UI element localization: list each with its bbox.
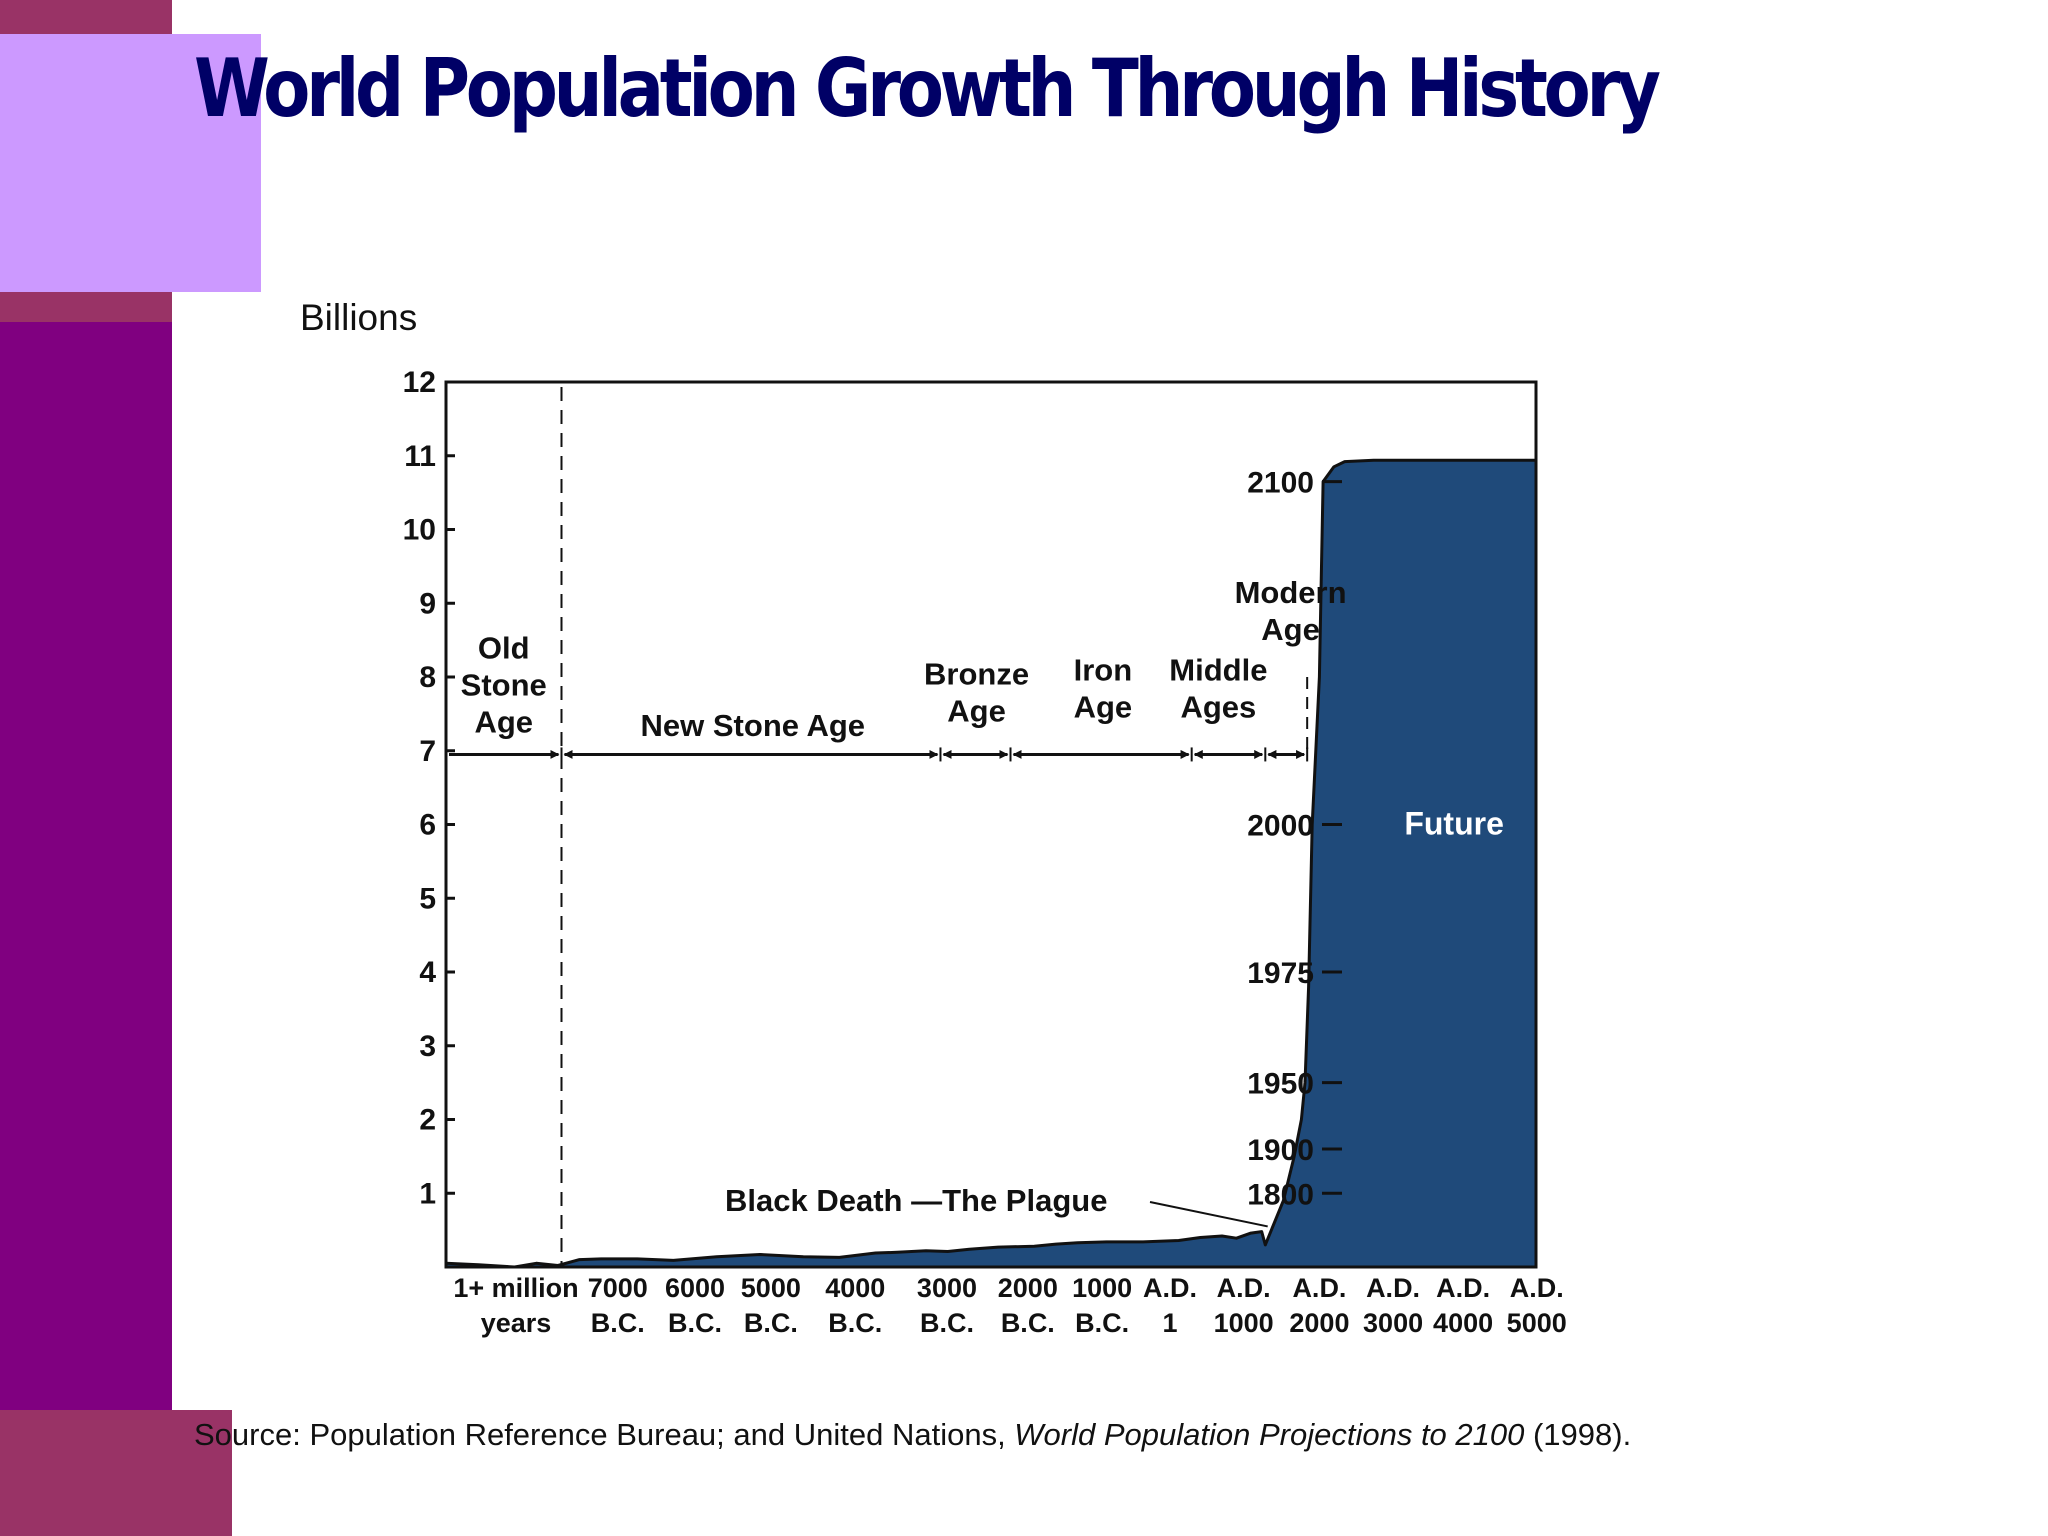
y-tick-label: 4 [419, 956, 436, 989]
black-death-annotation: Black Death —The Plague [725, 1183, 1107, 1218]
y-tick-label: 10 [403, 514, 436, 547]
x-tick-label: years [481, 1308, 552, 1338]
source-note: Source: Population Reference Bureau; and… [194, 1417, 1631, 1453]
x-tick-label: 1+ million [453, 1273, 578, 1303]
x-tick-label: 2000 [1289, 1308, 1349, 1338]
x-tick-label: B.C. [668, 1308, 722, 1338]
y-tick-label: 8 [419, 661, 436, 694]
era-label-modern-age: Age [1261, 612, 1320, 647]
x-tick-label: 4000 [1433, 1308, 1493, 1338]
x-tick-label: 5000 [741, 1273, 801, 1303]
era-label-old-stone-age: Stone [461, 667, 547, 702]
x-tick-label: B.C. [920, 1308, 974, 1338]
x-tick-label: A.D. [1292, 1273, 1346, 1303]
bottom-block-decoration [0, 1410, 232, 1536]
era-label-new-stone-age: New Stone Age [641, 708, 866, 743]
y-tick-label: 11 [404, 440, 436, 473]
future-label: Future [1404, 806, 1504, 842]
year-marker-label: 1975 [1247, 957, 1314, 990]
x-tick-label: 4000 [825, 1273, 885, 1303]
stripe-decoration-top [0, 0, 172, 34]
y-tick-label: 2 [419, 1104, 436, 1137]
era-label-middle-ages: Ages [1180, 690, 1256, 725]
x-tick-label: A.D. [1366, 1273, 1420, 1303]
population-area [444, 458, 1538, 1269]
x-tick-label: A.D. [1217, 1273, 1271, 1303]
year-marker-label: 2000 [1247, 810, 1314, 843]
stripe-decoration-middle [0, 292, 172, 322]
x-tick-label: B.C. [591, 1308, 645, 1338]
source-prefix: Source: Population Reference Bureau; and… [194, 1417, 1015, 1452]
y-axis-label: Billions [300, 297, 417, 338]
y-tick-label: 3 [419, 1030, 436, 1063]
y-tick-label: 1 [419, 1177, 436, 1210]
x-tick-label: 6000 [665, 1273, 725, 1303]
x-tick-label: B.C. [744, 1308, 798, 1338]
x-tick-label: A.D. [1510, 1273, 1564, 1303]
era-label-iron-age: Age [1074, 690, 1133, 725]
y-tick-label: 7 [419, 735, 436, 768]
x-tick-label: 1000 [1214, 1308, 1274, 1338]
x-tick-label: 3000 [1363, 1308, 1423, 1338]
slide-title: World Population Growth Through History [194, 42, 1661, 135]
x-tick-label: A.D. [1436, 1273, 1490, 1303]
x-tick-label: 5000 [1507, 1308, 1567, 1338]
x-tick-label: B.C. [1001, 1308, 1055, 1338]
x-tick-label: B.C. [828, 1308, 882, 1338]
year-marker-label: 1800 [1247, 1178, 1314, 1211]
year-marker-label: 1900 [1247, 1134, 1314, 1167]
y-tick-label: 12 [403, 366, 436, 399]
source-suffix: (1998). [1524, 1417, 1632, 1452]
y-tick-label: 5 [419, 882, 436, 915]
era-label-bronze-age: Bronze [924, 656, 1029, 691]
era-label-middle-ages: Middle [1169, 653, 1267, 688]
y-tick-label: 9 [419, 587, 436, 620]
era-label-iron-age: Iron [1074, 653, 1133, 688]
year-marker-label: 2100 [1247, 467, 1314, 500]
x-tick-label: B.C. [1075, 1308, 1129, 1338]
y-tick-label: 6 [419, 809, 436, 842]
x-tick-label: A.D. [1143, 1273, 1197, 1303]
black-death-pointer [1149, 1201, 1268, 1228]
x-tick-label: 7000 [588, 1273, 648, 1303]
era-label-old-stone-age: Age [474, 704, 533, 739]
lavender-square-decoration [0, 34, 261, 292]
x-tick-label: 3000 [917, 1273, 977, 1303]
era-label-bronze-age: Age [947, 693, 1006, 728]
x-tick-label: 2000 [998, 1273, 1058, 1303]
era-label-modern-age: Modern [1235, 575, 1347, 610]
x-tick-label: 1 [1163, 1308, 1178, 1338]
era-label-old-stone-age: Old [478, 630, 530, 665]
source-title: World Population Projections to 2100 [1014, 1417, 1525, 1452]
year-marker-label: 1950 [1247, 1068, 1314, 1101]
x-tick-label: 1000 [1072, 1273, 1132, 1303]
